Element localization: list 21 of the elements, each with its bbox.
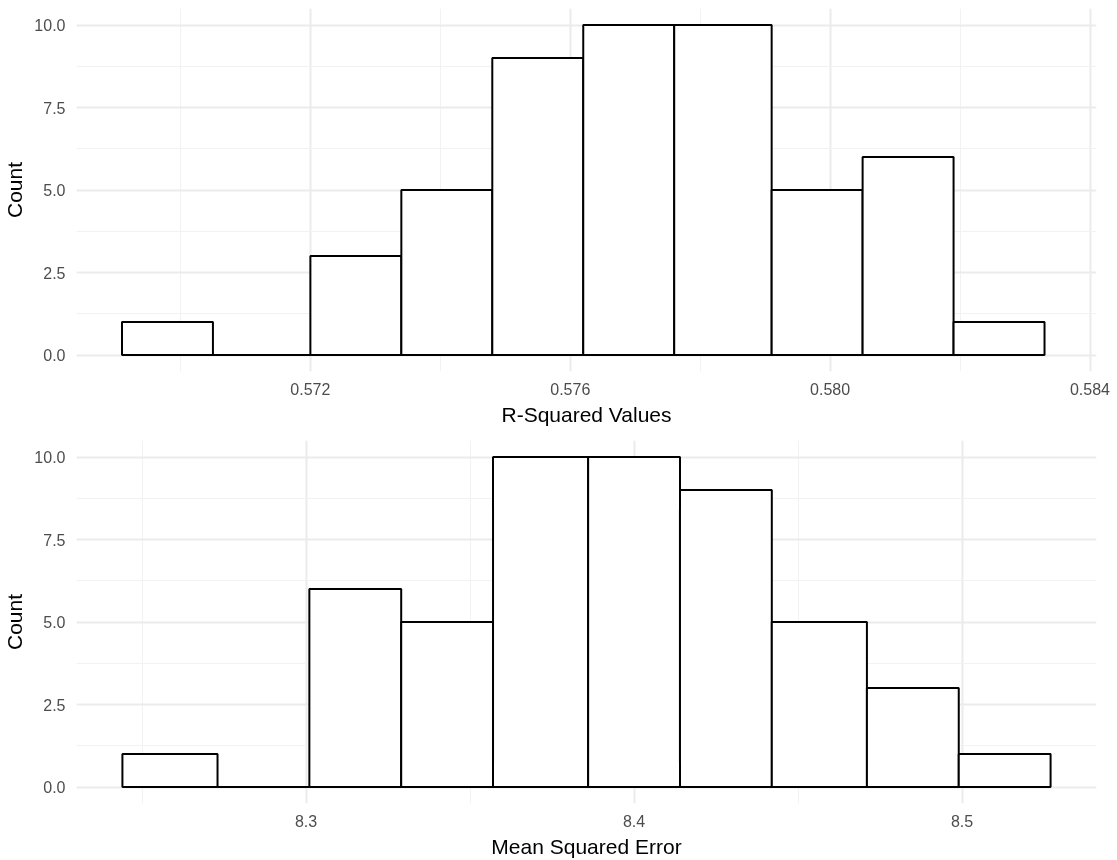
x-axis-title: R-Squared Values (501, 402, 672, 426)
y-tick-label: 7.5 (43, 531, 66, 549)
y-tick-label: 10.0 (34, 17, 66, 34)
y-tick-label: 2.5 (43, 696, 66, 714)
x-tick-label: 0.576 (550, 380, 591, 398)
y-tick-label: 5.0 (43, 182, 66, 199)
y-axis-title: Count (3, 161, 27, 219)
x-axis-title: Mean Squared Error (491, 834, 682, 858)
x-tick-label: 8.4 (622, 812, 646, 830)
x-tick-label: 0.584 (1069, 380, 1111, 398)
y-tick-label: 2.5 (43, 264, 66, 282)
x-tick-label: 8.5 (950, 812, 974, 830)
y-tick-label: 0.0 (43, 779, 66, 796)
y-tick-label: 10.0 (34, 449, 66, 466)
x-tick-label: 0.572 (290, 380, 331, 398)
y-tick-label: 7.5 (43, 99, 66, 117)
x-tick-label: 0.580 (810, 380, 851, 398)
y-axis-title: Count (3, 593, 27, 651)
y-tick-label: 0.0 (43, 347, 66, 364)
x-tick-label: 8.3 (294, 812, 318, 830)
y-tick-label: 5.0 (43, 614, 66, 631)
